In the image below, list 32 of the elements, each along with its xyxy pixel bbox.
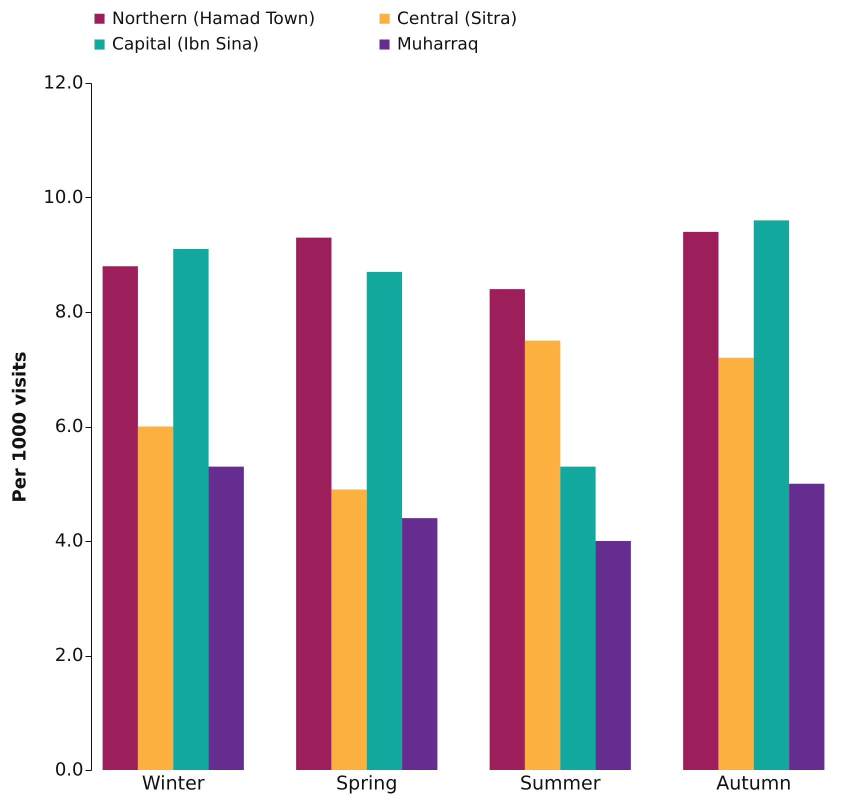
x-tick-label: Summer — [520, 772, 601, 794]
y-axis-title: Per 1000 visits — [9, 351, 30, 503]
bar — [173, 249, 209, 770]
bar — [560, 466, 596, 770]
bar — [102, 266, 138, 770]
y-tick-label: 4.0 — [54, 530, 84, 552]
bar — [490, 289, 525, 770]
bar — [596, 541, 631, 770]
bar — [524, 340, 560, 770]
bar — [402, 518, 438, 770]
bar — [754, 220, 790, 770]
bar — [683, 232, 718, 770]
y-tick-label: 12.0 — [43, 72, 84, 94]
bar — [366, 272, 402, 770]
legend-label: Muharraq — [397, 34, 479, 54]
bar — [138, 426, 174, 770]
bar — [789, 484, 824, 770]
legend-label: Capital (Ibn Sina) — [112, 34, 259, 54]
bar — [208, 466, 244, 770]
y-tick-label: 0.0 — [54, 760, 84, 780]
y-tick-label: 10.0 — [43, 187, 84, 208]
legend-label: Central (Sitra) — [397, 8, 518, 29]
y-tick-label: 6.0 — [54, 416, 84, 437]
bar — [718, 358, 754, 770]
x-tick-label: Spring — [336, 772, 398, 794]
bar — [331, 489, 367, 770]
x-tick-label: Autumn — [716, 772, 792, 794]
x-tick-label: Winter — [142, 772, 205, 794]
y-tick-label: 8.0 — [54, 302, 84, 322]
bar — [296, 238, 332, 770]
legend-label: Northern (Hamad Town) — [112, 8, 316, 29]
y-tick-label: 2.0 — [54, 645, 84, 666]
